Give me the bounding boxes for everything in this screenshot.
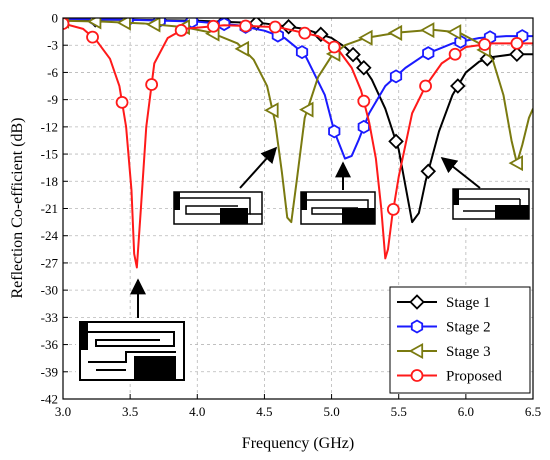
y-axis-title: Reflection Co-efficient (dB) (9, 118, 26, 299)
legend-marker (409, 294, 425, 310)
stage-3-arrow (239, 146, 278, 189)
x-tick-label: 3.5 (122, 404, 138, 419)
data-point-proposed (86, 30, 99, 44)
data-point-stage-1 (388, 133, 404, 150)
y-tick-label: -33 (41, 310, 58, 325)
legend: Stage 1 Stage 2 Stage 3 Proposed (389, 286, 531, 394)
x-tick-label: 5.5 (391, 404, 407, 419)
legend-marker (410, 369, 424, 382)
y-tick-label: -36 (41, 337, 59, 352)
y-tick-label: -42 (41, 392, 58, 407)
y-tick-label: -24 (41, 228, 59, 243)
data-point-proposed (357, 94, 371, 108)
data-point-stage-3 (116, 18, 131, 31)
data-point-stage-2 (389, 69, 403, 84)
data-point-stage-2 (218, 18, 231, 32)
data-point-proposed (268, 20, 282, 34)
data-point-proposed (510, 37, 524, 50)
data-point-stage-2 (295, 45, 309, 60)
legend-item-proposed: Proposed (397, 369, 502, 385)
y-tick-label: -3 (47, 38, 58, 53)
data-point-stage-2 (357, 119, 370, 134)
data-point-stage-2 (454, 34, 467, 49)
data-point-stage-2 (328, 124, 341, 139)
series-proposed (63, 18, 533, 269)
legend-label: Proposed (446, 369, 502, 385)
data-point-stage-1 (356, 59, 372, 76)
data-point-stage-1 (509, 46, 525, 63)
legend-label: Stage 1 (446, 295, 491, 311)
data-point-stage-3 (264, 102, 279, 119)
data-point-stage-1 (345, 46, 361, 63)
axis-ticks: 3.0 3.5 4.0 4.5 5.0 5.5 6.0 6.5 0 -3 -6 -9 -12 -15 -18… (41, 11, 541, 420)
data-point-stage-3 (299, 101, 314, 118)
y-tick-label: -6 (47, 65, 58, 80)
x-tick-label: 6.0 (458, 404, 474, 419)
y-tick-label: -9 (47, 92, 58, 107)
stage-2-inset-icon (299, 190, 377, 230)
data-point-proposed (419, 79, 432, 93)
data-point-proposed (145, 78, 159, 91)
legend-item-stage-2: Stage 2 (397, 319, 491, 336)
data-point-stage-3 (446, 24, 462, 41)
data-point-proposed (206, 19, 220, 33)
data-point-stage-1 (420, 163, 437, 180)
y-tick-label: -15 (41, 147, 58, 162)
legend-marker (408, 342, 424, 360)
data-point-proposed (63, 18, 70, 30)
data-point-proposed (448, 47, 462, 61)
legend-item-stage-3: Stage 3 (397, 342, 491, 360)
x-tick-label: 3.0 (55, 404, 71, 419)
data-point-stage-3 (387, 24, 403, 41)
data-point-proposed (327, 40, 341, 54)
data-point-stage-1 (313, 26, 329, 43)
y-tick-label: -27 (41, 255, 59, 270)
data-point-stage-3 (419, 22, 435, 39)
y-tick-label: -21 (41, 201, 58, 216)
data-point-proposed (174, 23, 188, 37)
stage-3-inset-icon (172, 188, 264, 230)
y-tick-label: -18 (41, 174, 58, 189)
y-tick-label: -39 (41, 364, 58, 379)
stage-1-arrow (440, 157, 481, 189)
data-point-stage-1 (450, 78, 466, 94)
stage-1-inset-icon (451, 187, 531, 225)
series-line-proposed (63, 22, 533, 269)
legend-label: Stage 2 (446, 320, 491, 336)
x-axis-title: Frequency (GHz) (242, 435, 354, 452)
data-point-stage-3 (508, 155, 523, 172)
data-point-stage-3 (358, 29, 373, 46)
legend-item-stage-1: Stage 1 (397, 294, 491, 311)
data-point-stage-3 (145, 18, 161, 33)
data-point-proposed (386, 203, 400, 216)
proposed-inset-icon (76, 318, 190, 384)
y-tick-label: -30 (41, 283, 58, 298)
y-tick-label: 0 (52, 11, 59, 26)
data-point-stage-3 (234, 40, 250, 57)
data-point-proposed (478, 38, 492, 51)
data-point-proposed (115, 95, 129, 109)
series-line-stage-3 (63, 19, 533, 224)
y-tick-label: -12 (41, 119, 58, 134)
data-point-stage-2 (422, 46, 435, 61)
x-tick-label: 5.0 (323, 404, 339, 419)
data-point-proposed (239, 19, 253, 33)
data-point-proposed (298, 26, 312, 40)
inset-arrows (130, 146, 481, 318)
x-tick-label: 4.0 (189, 404, 205, 419)
legend-label: Stage 3 (446, 344, 491, 360)
legend-marker (410, 319, 424, 334)
x-tick-label: 6.5 (525, 404, 541, 419)
x-tick-label: 4.5 (256, 404, 272, 419)
